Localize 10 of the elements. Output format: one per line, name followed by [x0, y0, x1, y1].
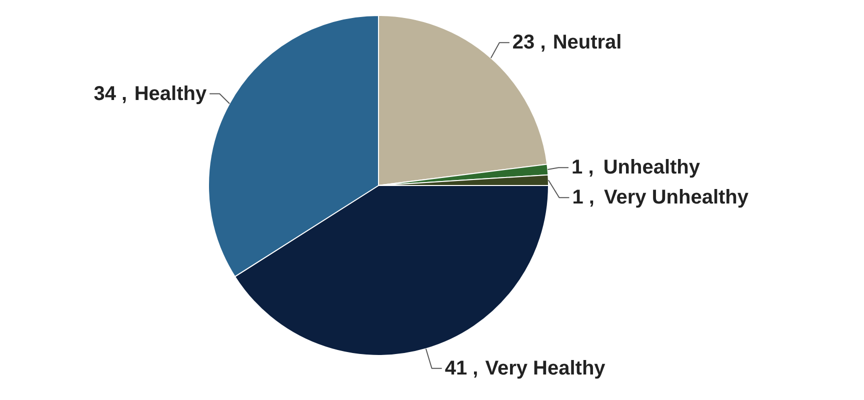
- slice-label: Very Unhealthy: [604, 186, 750, 209]
- slice-label: Unhealthy: [603, 156, 701, 179]
- slice-label: Healthy: [134, 82, 208, 105]
- data-label: 34 ,: [94, 82, 128, 105]
- data-label: 23 ,: [512, 32, 546, 54]
- slice-label: Very Healthy: [485, 357, 606, 380]
- data-label: 1 ,: [572, 186, 594, 209]
- data-label: 1 ,: [572, 156, 594, 179]
- data-label: 41 ,: [444, 357, 478, 380]
- slice-label: Neutral: [552, 32, 622, 54]
